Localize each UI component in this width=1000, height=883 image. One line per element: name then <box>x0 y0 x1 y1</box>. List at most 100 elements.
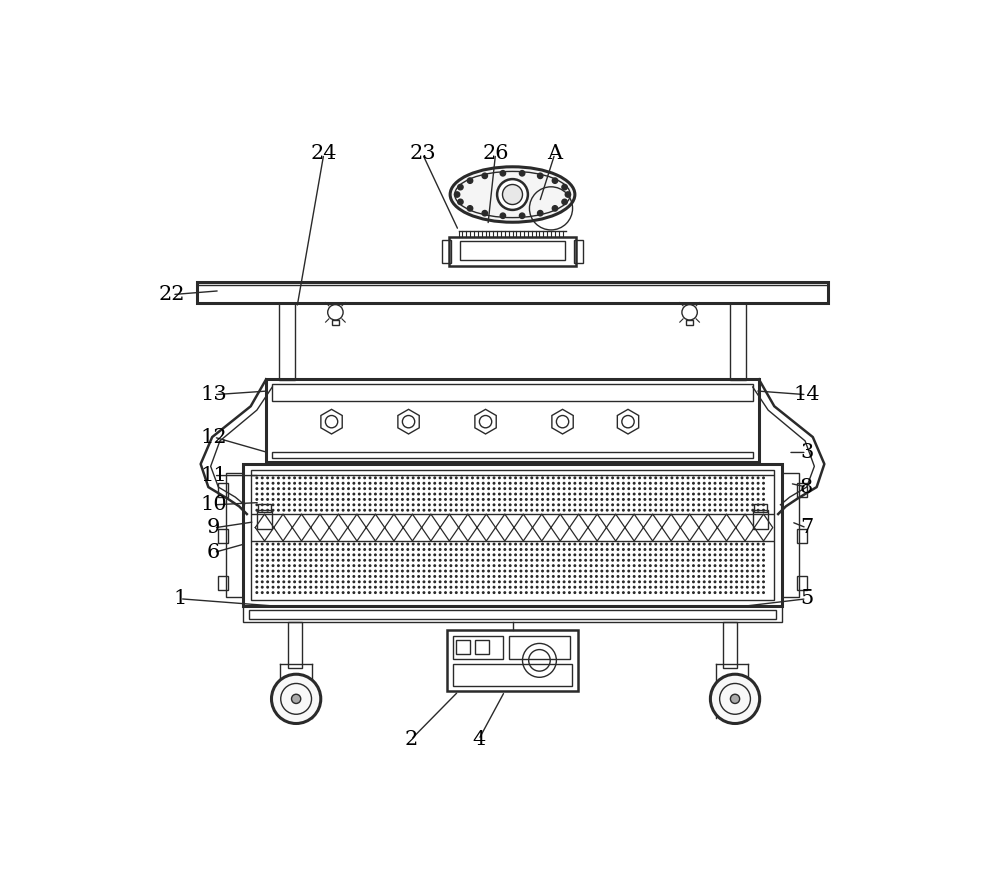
Circle shape <box>757 509 759 511</box>
Circle shape <box>709 565 710 566</box>
Circle shape <box>633 592 635 593</box>
Circle shape <box>606 581 608 583</box>
Circle shape <box>563 509 565 511</box>
Circle shape <box>725 509 727 511</box>
Circle shape <box>429 509 430 511</box>
Circle shape <box>725 576 727 577</box>
Circle shape <box>709 586 710 588</box>
Circle shape <box>633 548 635 550</box>
Circle shape <box>763 592 764 593</box>
Circle shape <box>709 560 710 561</box>
Circle shape <box>423 586 425 588</box>
Circle shape <box>353 504 355 506</box>
Circle shape <box>747 482 748 484</box>
Circle shape <box>730 504 732 506</box>
Circle shape <box>418 548 419 550</box>
Circle shape <box>542 576 543 577</box>
Circle shape <box>402 482 403 484</box>
Circle shape <box>574 543 576 545</box>
Circle shape <box>633 482 635 484</box>
Circle shape <box>553 576 554 577</box>
Bar <box>279 303 295 380</box>
Circle shape <box>375 477 376 479</box>
Circle shape <box>714 570 716 572</box>
Circle shape <box>623 488 624 489</box>
Circle shape <box>385 488 387 489</box>
Circle shape <box>439 504 441 506</box>
Circle shape <box>466 509 468 511</box>
Circle shape <box>380 499 382 500</box>
Circle shape <box>730 488 732 489</box>
Circle shape <box>725 560 727 561</box>
Circle shape <box>380 592 382 593</box>
Circle shape <box>623 477 624 479</box>
Circle shape <box>445 581 446 583</box>
Circle shape <box>396 570 398 572</box>
Circle shape <box>693 482 694 484</box>
Circle shape <box>358 488 360 489</box>
Circle shape <box>747 548 748 550</box>
Circle shape <box>364 482 365 484</box>
Circle shape <box>682 477 683 479</box>
Circle shape <box>299 560 301 561</box>
Circle shape <box>596 576 597 577</box>
Circle shape <box>402 570 403 572</box>
Circle shape <box>434 499 436 500</box>
Circle shape <box>385 576 387 577</box>
Circle shape <box>326 504 328 506</box>
Circle shape <box>315 586 317 588</box>
Circle shape <box>606 576 608 577</box>
Circle shape <box>526 482 527 484</box>
Circle shape <box>763 576 764 577</box>
Circle shape <box>380 581 382 583</box>
Circle shape <box>499 560 500 561</box>
Circle shape <box>606 592 608 593</box>
Circle shape <box>633 581 635 583</box>
Circle shape <box>294 499 295 500</box>
Circle shape <box>272 548 274 550</box>
Circle shape <box>332 543 333 545</box>
Circle shape <box>493 586 495 588</box>
Circle shape <box>488 560 489 561</box>
Circle shape <box>682 592 683 593</box>
Circle shape <box>353 570 355 572</box>
Circle shape <box>267 576 268 577</box>
Circle shape <box>353 586 355 588</box>
Circle shape <box>429 504 430 506</box>
Circle shape <box>650 488 651 489</box>
Circle shape <box>655 560 656 561</box>
Circle shape <box>547 581 549 583</box>
Circle shape <box>353 543 355 545</box>
Circle shape <box>439 586 441 588</box>
Circle shape <box>542 565 543 566</box>
Circle shape <box>358 570 360 572</box>
Circle shape <box>315 576 317 577</box>
Circle shape <box>757 581 759 583</box>
Circle shape <box>531 565 533 566</box>
Circle shape <box>542 543 543 545</box>
Circle shape <box>310 565 312 566</box>
Circle shape <box>450 488 452 489</box>
Circle shape <box>698 560 700 561</box>
Circle shape <box>456 509 457 511</box>
Circle shape <box>407 482 409 484</box>
Circle shape <box>709 576 710 577</box>
Circle shape <box>456 488 457 489</box>
Circle shape <box>445 543 446 545</box>
Circle shape <box>315 581 317 583</box>
Circle shape <box>337 543 338 545</box>
Circle shape <box>509 482 511 484</box>
Circle shape <box>601 488 603 489</box>
Circle shape <box>601 586 603 588</box>
Circle shape <box>565 192 571 197</box>
Circle shape <box>747 576 748 577</box>
Circle shape <box>677 504 678 506</box>
Circle shape <box>763 548 764 550</box>
Circle shape <box>547 592 549 593</box>
Circle shape <box>650 576 651 577</box>
Circle shape <box>752 581 754 583</box>
Circle shape <box>547 565 549 566</box>
Circle shape <box>429 592 430 593</box>
Circle shape <box>456 477 457 479</box>
Circle shape <box>520 488 522 489</box>
